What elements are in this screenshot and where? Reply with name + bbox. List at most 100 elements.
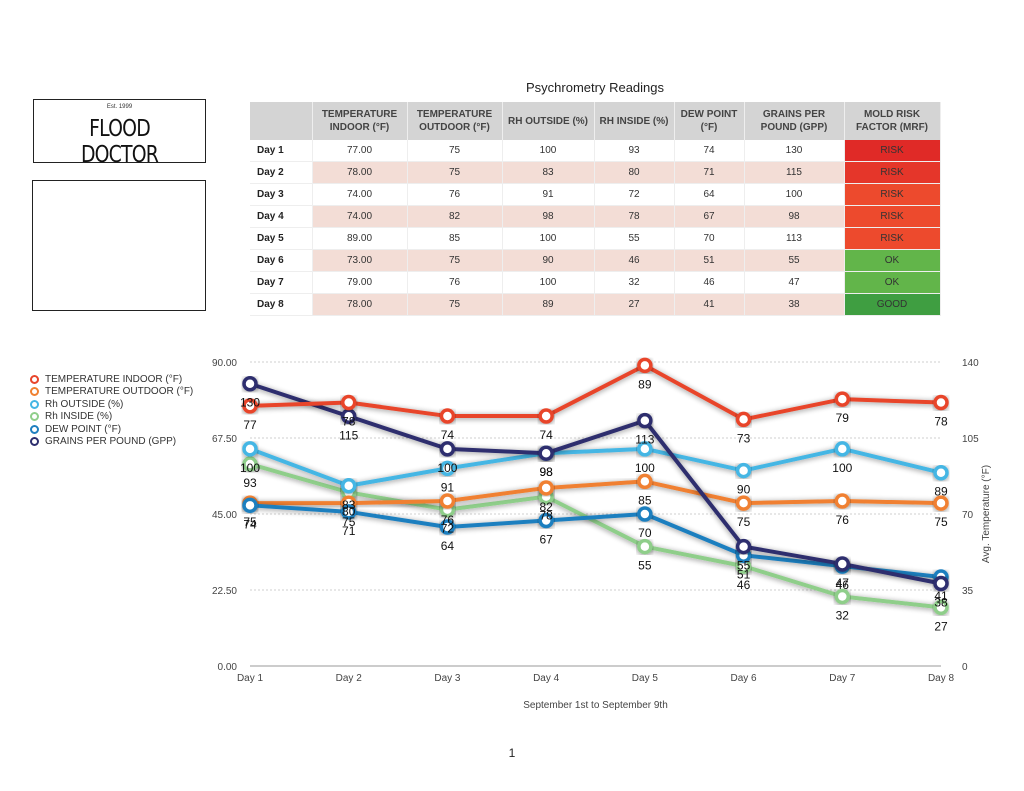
legend-item: DEW POINT (°F): [30, 423, 193, 436]
data-label: 41: [934, 589, 948, 603]
legend-item: Rh OUTSIDE (%): [30, 398, 193, 411]
data-label: 93: [243, 476, 257, 490]
row-day-label: Day 7: [250, 271, 313, 294]
column-header: [250, 102, 313, 140]
data-label: 32: [836, 609, 850, 623]
data-point: [834, 588, 851, 605]
table-row: Day 5 89.00 85 100 55 70 113 RISK: [250, 227, 941, 250]
legend-item: TEMPERATURE OUTDOOR (°F): [30, 386, 193, 399]
page-number: 1: [508, 746, 516, 760]
data-point: [834, 556, 851, 572]
table-cell: 46: [674, 271, 745, 294]
data-label: 70: [638, 526, 652, 540]
series-line: [249, 363, 942, 422]
mold-risk-badge: OK: [844, 271, 941, 294]
row-day-label: Day 4: [250, 205, 313, 228]
data-label: 91: [441, 480, 455, 494]
column-header: RH INSIDE (%): [594, 102, 675, 140]
legend-marker-icon: [30, 437, 39, 447]
row-day-label: Day 8: [250, 293, 313, 316]
table-cell: 83: [502, 161, 595, 184]
table-cell: 74: [674, 140, 745, 162]
table-cell: 38: [744, 293, 845, 316]
data-label: 79: [836, 411, 850, 425]
psychrometry-table: TEMPERATURE INDOOR (°F) TEMPERATURE OUTDO…: [250, 102, 941, 316]
table-cell: 75: [407, 161, 503, 184]
x-tick-label: Day 3: [434, 673, 461, 684]
logo-established: Est. 1999: [106, 104, 133, 110]
table-row: Day 3 74.00 76 91 72 64 100 RISK: [250, 183, 941, 206]
x-tick-label: Day 6: [731, 673, 758, 684]
data-label: 98: [539, 465, 553, 479]
y-tick-label: 45.00: [212, 510, 237, 521]
table-cell: 93: [594, 140, 675, 162]
row-day-label: Day 2: [250, 161, 313, 184]
table-cell: 78.00: [312, 293, 408, 316]
data-point: [340, 478, 357, 494]
table-cell: 67: [674, 205, 745, 228]
column-header: TEMPERATURE OUTDOOR (°F): [407, 102, 503, 140]
x-tick-label: Day 1: [237, 673, 264, 684]
data-label: 64: [441, 539, 455, 553]
data-point: [933, 575, 949, 592]
legend-marker-icon: [30, 399, 39, 409]
data-point: [637, 412, 653, 429]
y-tick-label: 67.50: [212, 434, 237, 445]
legend-label: Rh INSIDE (%): [45, 411, 113, 423]
data-label: 83: [342, 498, 356, 512]
column-header: DEW POINT (°F): [674, 102, 745, 140]
data-point: [933, 464, 949, 481]
data-label: 75: [243, 515, 257, 529]
data-point: [637, 506, 653, 522]
table-row: Day 6 73.00 75 90 46 51 55 OK: [250, 249, 941, 272]
data-label: 38: [934, 595, 948, 609]
y-tick-label: 0.00: [218, 662, 238, 673]
table-cell: 72: [594, 183, 675, 206]
table-cell: 75: [407, 249, 503, 272]
data-point: [242, 441, 258, 457]
data-point: [340, 504, 357, 520]
table-row: Day 2 78.00 75 83 80 71 115 RISK: [250, 161, 941, 184]
data-label: 72: [441, 522, 455, 536]
data-label: 75: [934, 515, 948, 529]
table-cell: 76: [407, 271, 503, 294]
data-label: 46: [836, 578, 850, 592]
table-cell: 98: [502, 205, 595, 228]
table-cell: 74.00: [312, 183, 408, 206]
table-cell: 115: [744, 161, 845, 184]
data-label: 78: [934, 415, 948, 429]
y-tick-label: 90.00: [212, 358, 237, 369]
column-header: MOLD RISK FACTOR (MRF): [844, 102, 941, 140]
table-cell: 73.00: [312, 249, 408, 272]
data-point: [834, 391, 851, 407]
data-point: [439, 519, 456, 535]
data-label: 74: [243, 517, 257, 531]
data-point: [735, 495, 752, 511]
data-point: [242, 456, 258, 472]
table-cell: 47: [744, 271, 845, 294]
table-cell: 46: [594, 249, 675, 272]
legend-marker-icon: [30, 412, 39, 422]
legend-label: TEMPERATURE INDOOR (°F): [45, 373, 183, 385]
table-cell: 71: [674, 161, 745, 184]
column-header: GRAINS PER POUND (GPP): [744, 102, 845, 140]
series-line: [249, 503, 942, 579]
table-cell: 89.00: [312, 227, 408, 250]
table-cell: 51: [674, 249, 745, 272]
row-day-label: Day 5: [250, 227, 313, 250]
mold-risk-badge: RISK: [844, 227, 941, 250]
series-line: [250, 479, 942, 506]
table-cell: 91: [502, 183, 595, 206]
legend-label: TEMPERATURE OUTDOOR (°F): [45, 386, 194, 398]
data-label: 115: [339, 428, 358, 442]
x-axis-label: September 1st to September 9th: [523, 700, 668, 711]
data-point: [834, 441, 851, 457]
legend-marker-icon: [30, 374, 39, 384]
data-point: [439, 408, 456, 424]
table-row: Day 4 74.00 82 98 78 67 98 RISK: [250, 205, 941, 228]
table-cell: 75: [407, 140, 503, 162]
data-label: 47: [836, 576, 850, 590]
data-label: 113: [635, 433, 654, 447]
x-tick-label: Day 2: [336, 673, 363, 684]
